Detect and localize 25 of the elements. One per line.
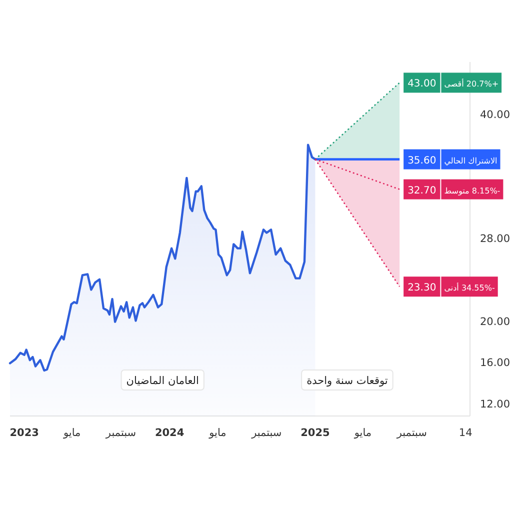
text: -34.55% أدنى: [444, 282, 495, 293]
text: الاشتراك الحالي: [444, 156, 498, 166]
data-label: 23.30: [408, 282, 436, 294]
x-tick-label: 14: [458, 427, 473, 439]
y-tick-label: 16.00: [480, 357, 510, 370]
y-tick-label: 12.00: [480, 398, 510, 411]
data-label: 43.00: [408, 78, 436, 90]
x-tick-label: 2024: [154, 427, 184, 439]
y-tick-label: 40.00: [480, 108, 510, 121]
x-tick-label: مايو: [208, 427, 226, 439]
x-tick-label: سبتمبر: [396, 427, 427, 439]
x-tick-label: مايو: [62, 427, 81, 439]
text: +20.7% أقصى: [444, 78, 499, 89]
x-tick-label: سبتمبر: [250, 427, 282, 439]
data-label: 32.70: [408, 185, 436, 196]
x-tick-label: 2023: [10, 427, 39, 439]
x-tick-label: سبتمبر: [104, 427, 136, 439]
y-tick-label: 28.00: [480, 232, 510, 245]
annotation: توقعات سنة واحدة: [306, 375, 388, 387]
x-tick-label: 2025: [300, 427, 330, 439]
x-tick-label: مايو: [353, 427, 372, 439]
annotation: العامان الماضيان: [126, 375, 199, 387]
y-tick-label: 20.00: [480, 316, 510, 328]
text: -8.15% متوسط: [444, 186, 500, 196]
data-label: 35.60: [408, 155, 436, 166]
